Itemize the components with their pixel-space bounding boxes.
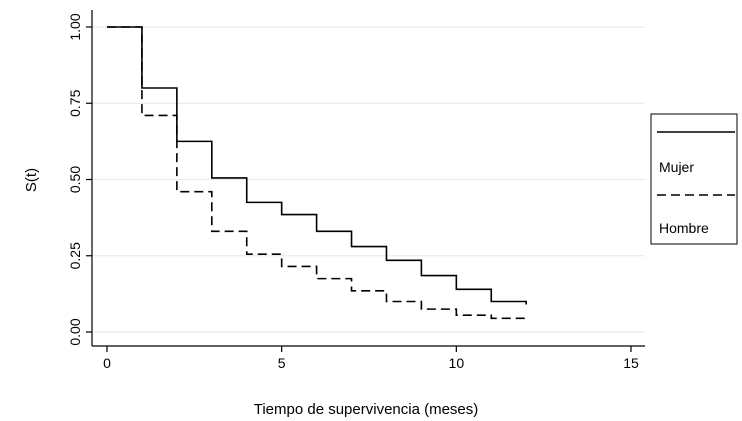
series-mujer-line [107, 26, 527, 305]
legend-label-mujer: Mujer [659, 159, 694, 175]
y-axis-label: S(t) [23, 168, 40, 192]
y-tick-label-3: 0.75 [67, 89, 83, 116]
x-tick-label-1: 5 [278, 355, 286, 371]
x-axis-label: Tiempo de supervivencia (meses) [254, 401, 479, 418]
series-hombre-line [107, 26, 527, 322]
axes: 0.00 0.25 0.50 0.75 1.00 0 5 10 15 [67, 10, 645, 371]
x-tick-label-2: 10 [449, 355, 465, 371]
legend-box [650, 113, 738, 245]
y-tick-label-1: 0.25 [67, 242, 83, 269]
y-tick-label-4: 1.00 [67, 13, 83, 40]
legend-label-hombre: Hombre [659, 220, 709, 236]
x-tick-label-3: 15 [623, 355, 639, 371]
gridlines [92, 26, 645, 333]
y-tick-label-0: 0.00 [67, 318, 83, 345]
y-tick-label-2: 0.50 [67, 166, 83, 193]
legend: Mujer Hombre [650, 113, 738, 245]
x-tick-label-0: 0 [103, 355, 111, 371]
series-layer [107, 26, 527, 322]
